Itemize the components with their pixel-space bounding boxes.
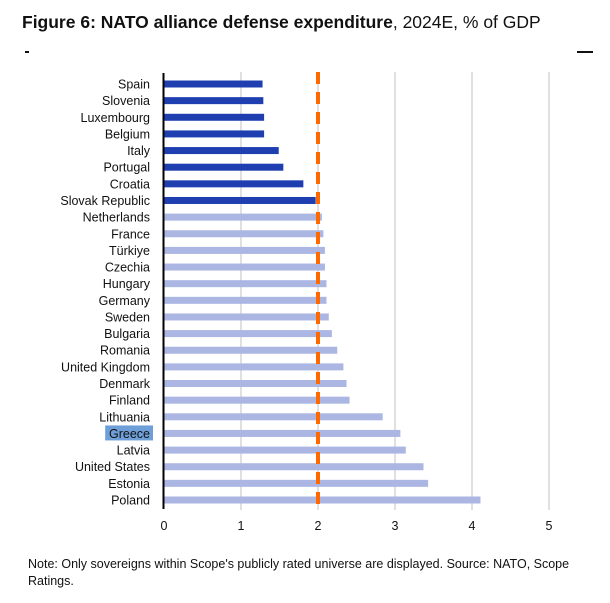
category-label: Hungary	[103, 277, 151, 291]
title-rest: , 2024E, % of GDP	[392, 12, 541, 32]
category-label: Czechia	[105, 261, 150, 275]
category-label: Finland	[109, 394, 150, 408]
bar	[164, 130, 265, 138]
bar	[164, 80, 263, 88]
category-label: Sweden	[105, 310, 150, 324]
bar	[164, 479, 429, 487]
category-label: France	[111, 227, 150, 241]
highlight-background	[105, 425, 153, 441]
category-label: Portugal	[103, 161, 150, 175]
bar	[164, 263, 325, 271]
title-bold: Figure 6: NATO alliance defense expendit…	[22, 12, 393, 32]
chart-title: Figure 6: NATO alliance defense expendit…	[22, 12, 541, 33]
category-label: Lithuania	[99, 410, 150, 424]
bar	[164, 147, 279, 155]
category-label: Spain	[118, 78, 150, 92]
divider-left	[25, 51, 29, 53]
bar	[164, 163, 284, 171]
bar	[164, 413, 383, 421]
category-label: Bulgaria	[104, 327, 150, 341]
x-tick-label: 4	[469, 519, 476, 533]
category-label: Belgium	[105, 127, 150, 141]
bar	[164, 429, 401, 437]
category-label: Slovak Republic	[60, 194, 150, 208]
bar	[164, 230, 324, 238]
x-tick-label: 3	[392, 519, 399, 533]
category-label: United States	[75, 460, 150, 474]
bar	[164, 180, 304, 188]
category-label: Poland	[111, 494, 150, 508]
bar	[164, 363, 344, 371]
category-label: Netherlands	[83, 211, 150, 225]
x-tick-label: 2	[315, 519, 322, 533]
bar	[164, 330, 332, 338]
category-label: Luxembourg	[81, 111, 151, 125]
category-label: Türkiye	[109, 244, 150, 258]
category-label: Greece	[109, 427, 150, 441]
category-label: Romania	[100, 344, 150, 358]
bar	[164, 296, 327, 304]
bar	[164, 313, 329, 321]
x-tick-label: 5	[546, 519, 553, 533]
bar	[164, 280, 327, 288]
x-tick-label: 0	[161, 519, 168, 533]
bar	[164, 113, 265, 121]
category-label: Croatia	[110, 177, 150, 191]
category-label: Italy	[127, 144, 151, 158]
x-tick-label: 1	[238, 519, 245, 533]
bar	[164, 246, 325, 254]
bar	[164, 446, 406, 454]
bar	[164, 380, 347, 388]
category-label: Latvia	[117, 444, 150, 458]
category-label: Slovenia	[102, 94, 150, 108]
category-label: Denmark	[99, 377, 150, 391]
category-label: Estonia	[108, 477, 150, 491]
category-label: United Kingdom	[61, 360, 150, 374]
bar	[164, 463, 424, 471]
bar	[164, 496, 481, 504]
bar	[164, 396, 350, 404]
bar	[164, 196, 316, 204]
bar	[164, 97, 264, 105]
chart-note: Note: Only sovereigns within Scope's pub…	[28, 557, 570, 588]
bar	[164, 346, 338, 354]
bar	[164, 213, 322, 221]
divider-right	[577, 51, 593, 53]
category-label: Germany	[99, 294, 151, 308]
